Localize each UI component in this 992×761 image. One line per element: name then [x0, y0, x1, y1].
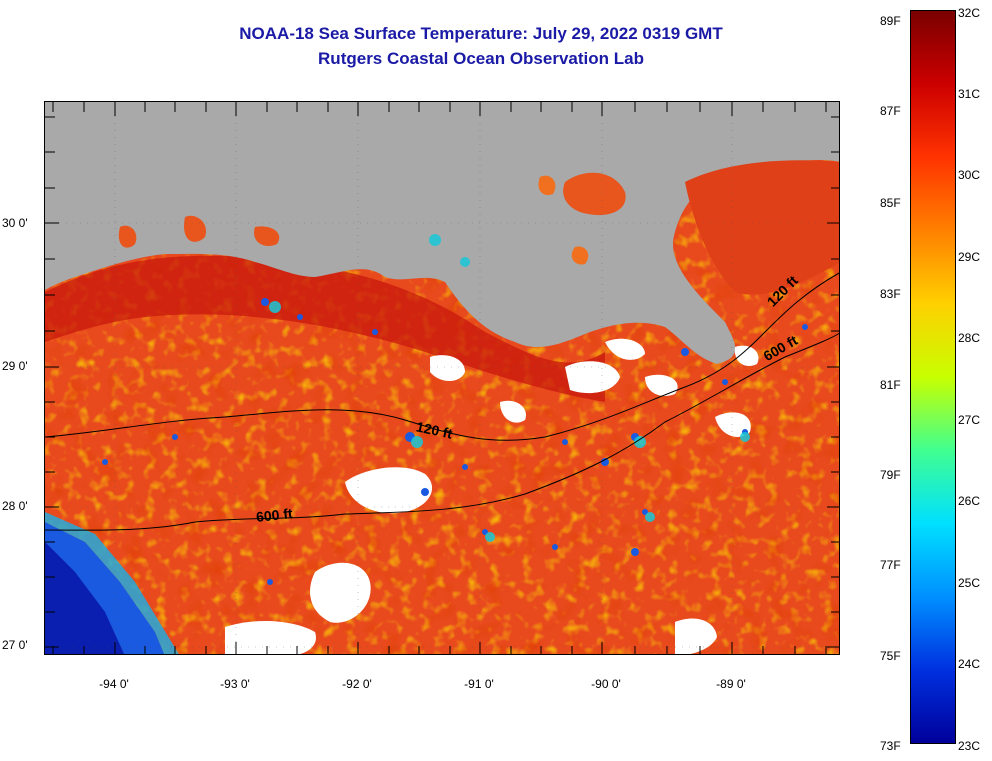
land-mass [45, 102, 839, 364]
celsius-label: 29C [958, 250, 981, 264]
cloud [500, 400, 526, 423]
contour-120ft [45, 272, 839, 441]
fahrenheit-label: 73F [880, 739, 901, 753]
fahrenheit-label: 83F [880, 287, 901, 301]
lon-label: -93 0' [220, 677, 250, 691]
lake [184, 215, 206, 242]
lat-label: 30 0' [2, 216, 28, 230]
celsius-label: 24C [958, 657, 981, 671]
cloud [675, 618, 717, 654]
fahrenheit-label: 77F [880, 558, 901, 572]
map-subtitle: Rutgers Coastal Ocean Observation Lab [318, 49, 644, 68]
lat-label: 28 0' [2, 499, 28, 513]
celsius-label: 28C [958, 331, 981, 345]
lon-label: -90 0' [591, 677, 621, 691]
lake [563, 172, 626, 216]
cloud [734, 345, 759, 367]
fahrenheit-label: 87F [880, 104, 901, 118]
lon-label: -89 0' [716, 677, 746, 691]
lon-label: -92 0' [342, 677, 372, 691]
cloud [225, 620, 316, 654]
lake [538, 175, 556, 196]
celsius-label: 25C [958, 576, 981, 590]
contour-600ft [45, 332, 839, 531]
cloud [345, 467, 433, 514]
marsh [685, 160, 839, 295]
axis-ticks [45, 102, 839, 654]
fahrenheit-label: 75F [880, 649, 901, 663]
lake [254, 226, 280, 247]
lake [118, 225, 137, 248]
cloud [430, 355, 465, 381]
fahrenheit-label: 85F [880, 196, 901, 210]
sst-map [44, 101, 840, 655]
cloud [310, 562, 371, 623]
fahrenheit-label: 89F [880, 14, 901, 28]
cloud [605, 338, 645, 360]
lon-label: -91 0' [464, 677, 494, 691]
celsius-label: 32C [958, 6, 981, 20]
lat-label: 27 0' [2, 638, 28, 652]
color-scale-bar [910, 10, 956, 744]
fahrenheit-label: 81F [880, 378, 901, 392]
celsius-label: 23C [958, 739, 981, 753]
celsius-label: 27C [958, 413, 981, 427]
cool-spots-light [269, 234, 750, 542]
lat-label: 29 0' [2, 359, 28, 373]
lon-label: -94 0' [99, 677, 129, 691]
fahrenheit-label: 79F [880, 468, 901, 482]
map-title: NOAA-18 Sea Surface Temperature: July 29… [239, 24, 723, 43]
warm-coastal-band [45, 255, 605, 402]
cloud [565, 361, 620, 394]
celsius-label: 31C [958, 87, 981, 101]
cloud [645, 374, 678, 397]
lake [571, 246, 589, 265]
cloud [715, 412, 751, 437]
celsius-label: 30C [958, 168, 981, 182]
celsius-label: 26C [958, 494, 981, 508]
